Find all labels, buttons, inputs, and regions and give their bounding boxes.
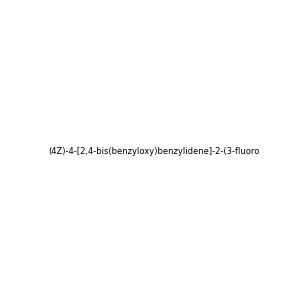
Text: (4Z)-4-[2,4-bis(benzyloxy)benzylidene]-2-(3-fluoro: (4Z)-4-[2,4-bis(benzyloxy)benzylidene]-2… — [48, 147, 260, 156]
